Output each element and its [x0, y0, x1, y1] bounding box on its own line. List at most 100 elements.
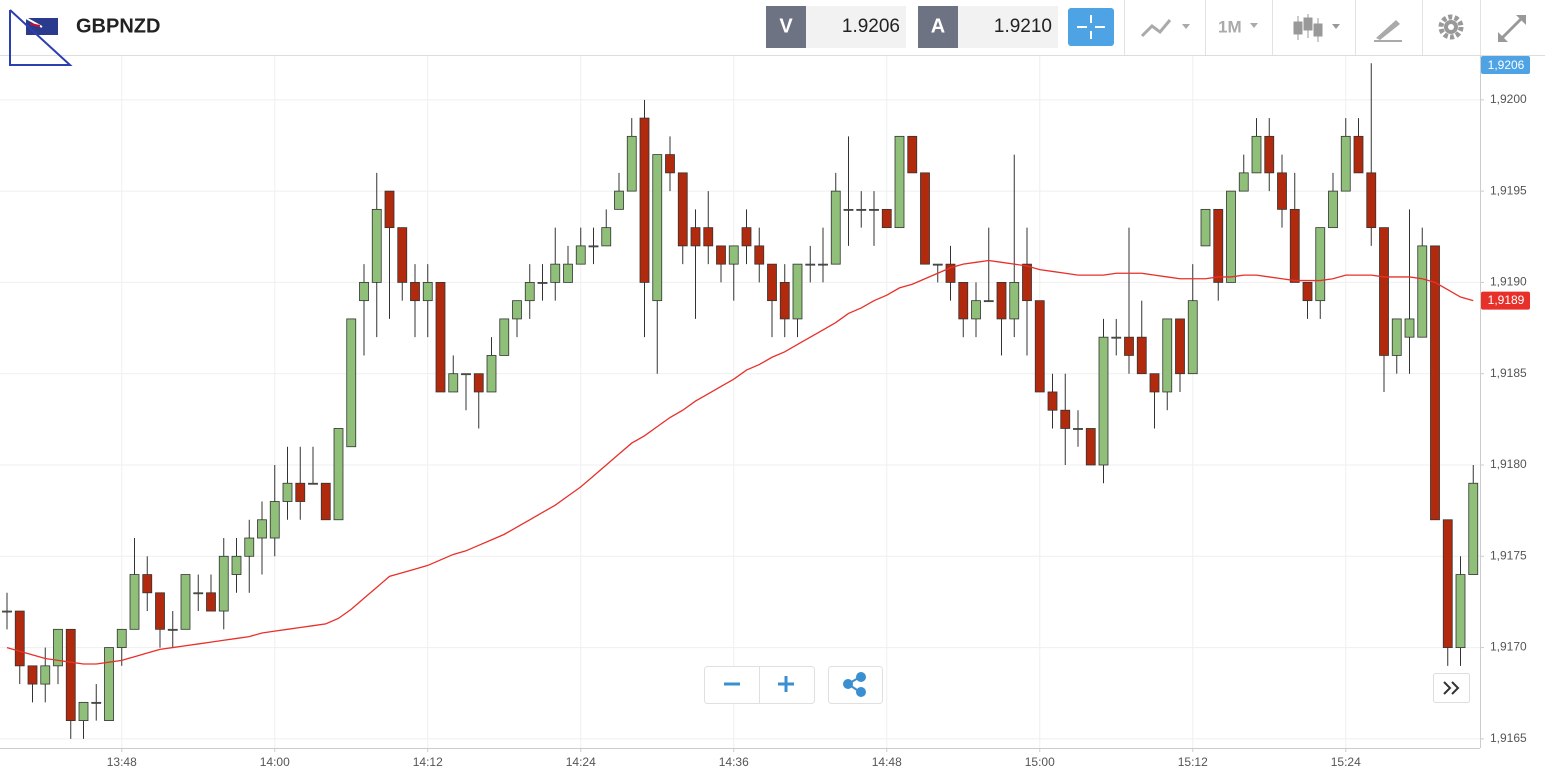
candle-down — [716, 245, 726, 265]
candle-up — [1162, 318, 1173, 393]
draw-tool-button[interactable] — [1374, 20, 1402, 42]
timeframe-button[interactable]: 1M — [1218, 17, 1258, 36]
candle-down — [206, 592, 216, 612]
candle-doji — [1111, 336, 1122, 339]
ask-box[interactable] — [958, 6, 1058, 48]
candle-up — [346, 318, 357, 448]
x-tick-label: 15:00 — [1025, 755, 1055, 769]
bid-price: 1.9206 — [842, 16, 900, 37]
candle-up — [116, 628, 127, 648]
candle-down — [958, 282, 969, 320]
settings-button[interactable] — [1438, 14, 1464, 40]
candle-up — [1404, 318, 1415, 338]
candle-doji — [856, 208, 867, 211]
price-tag — [1481, 56, 1530, 74]
y-tick-label: 1,9170 — [1490, 640, 1527, 654]
y-tick-label: 1,9200 — [1490, 92, 1527, 106]
candle-down — [1264, 135, 1275, 174]
candle-up — [1328, 190, 1338, 229]
share-button[interactable] — [843, 672, 866, 697]
zoom-in-button[interactable] — [778, 676, 794, 692]
candle-down — [1022, 263, 1032, 302]
price-tag-label: 1,9206 — [1488, 58, 1525, 72]
candle-down — [65, 628, 76, 722]
candle-up — [104, 647, 114, 722]
candle-down — [754, 245, 765, 265]
x-tick-label: 14:36 — [719, 755, 749, 769]
x-tick-label: 14:48 — [872, 755, 902, 769]
candle-down — [1124, 336, 1134, 356]
candle-down — [320, 482, 331, 521]
candle-down — [881, 208, 892, 229]
candle-down — [1047, 391, 1058, 411]
candle-up — [652, 154, 663, 302]
candle-up — [830, 190, 841, 265]
candle-up — [1417, 245, 1428, 338]
x-tick-label: 13:48 — [107, 755, 137, 769]
candle-doji — [818, 263, 828, 266]
candle-up — [78, 701, 89, 722]
candle-up — [40, 665, 51, 685]
candle-down — [907, 135, 918, 174]
candle-up — [1315, 227, 1326, 302]
share-box — [828, 666, 883, 704]
candle-down — [1060, 409, 1071, 429]
candle-up — [971, 300, 981, 320]
candle-down — [1277, 172, 1287, 210]
candle-up — [486, 355, 497, 393]
candle-doji — [308, 482, 318, 485]
candle-style-button[interactable] — [1293, 14, 1340, 42]
candle-up — [626, 135, 637, 192]
candle-down — [1289, 208, 1300, 283]
ma-tag-label: 1,9189 — [1488, 293, 1525, 307]
symbol-title: GBPNZD — [76, 15, 160, 37]
candle-down — [639, 117, 650, 283]
y-tick-label: 1,9195 — [1490, 183, 1527, 197]
bid-box[interactable] — [806, 6, 906, 48]
candle-down — [435, 282, 446, 393]
flag-stripe — [29, 23, 41, 27]
crosshair-button[interactable] — [1068, 8, 1114, 46]
candle-up — [1340, 135, 1351, 192]
selection-outline — [9, 9, 73, 66]
candle-down — [690, 227, 701, 247]
candle-down — [410, 282, 420, 302]
candle-down — [1353, 135, 1364, 174]
candle-down — [1442, 519, 1453, 648]
chart-type-button[interactable] — [1140, 19, 1190, 38]
timeframe-label: 1M — [1218, 17, 1242, 36]
ask-price: 1.9210 — [994, 16, 1052, 37]
candle-up — [1098, 336, 1109, 466]
scroll-end-button[interactable] — [1443, 681, 1460, 695]
candle-up — [1187, 300, 1198, 375]
candle-doji — [91, 701, 102, 704]
candle-up — [333, 428, 344, 521]
candle-up — [1009, 282, 1020, 320]
candle-up — [359, 282, 369, 302]
candle-up — [512, 300, 522, 320]
candle-up — [524, 282, 535, 302]
x-tick-label: 14:12 — [413, 755, 443, 769]
candle-down — [1366, 172, 1377, 229]
candle-doji — [537, 282, 548, 284]
candle-down — [996, 282, 1007, 320]
candle-up — [499, 318, 510, 356]
candle-doji — [2, 610, 12, 613]
scroll-end-box — [1433, 673, 1470, 703]
candle-down — [767, 263, 777, 302]
candle-up — [1238, 172, 1249, 192]
candle-down — [473, 373, 484, 393]
candle-down — [295, 482, 306, 502]
candle-down — [142, 574, 153, 594]
fullscreen-button[interactable] — [1498, 15, 1526, 42]
x-tick-label: 15:24 — [1331, 755, 1361, 769]
candle-down — [1175, 318, 1185, 375]
candle-doji — [461, 373, 471, 376]
candle-down — [1136, 336, 1147, 375]
toolbar-separators — [1124, 0, 1481, 55]
candle-up — [550, 263, 561, 283]
candle-down — [14, 610, 25, 667]
